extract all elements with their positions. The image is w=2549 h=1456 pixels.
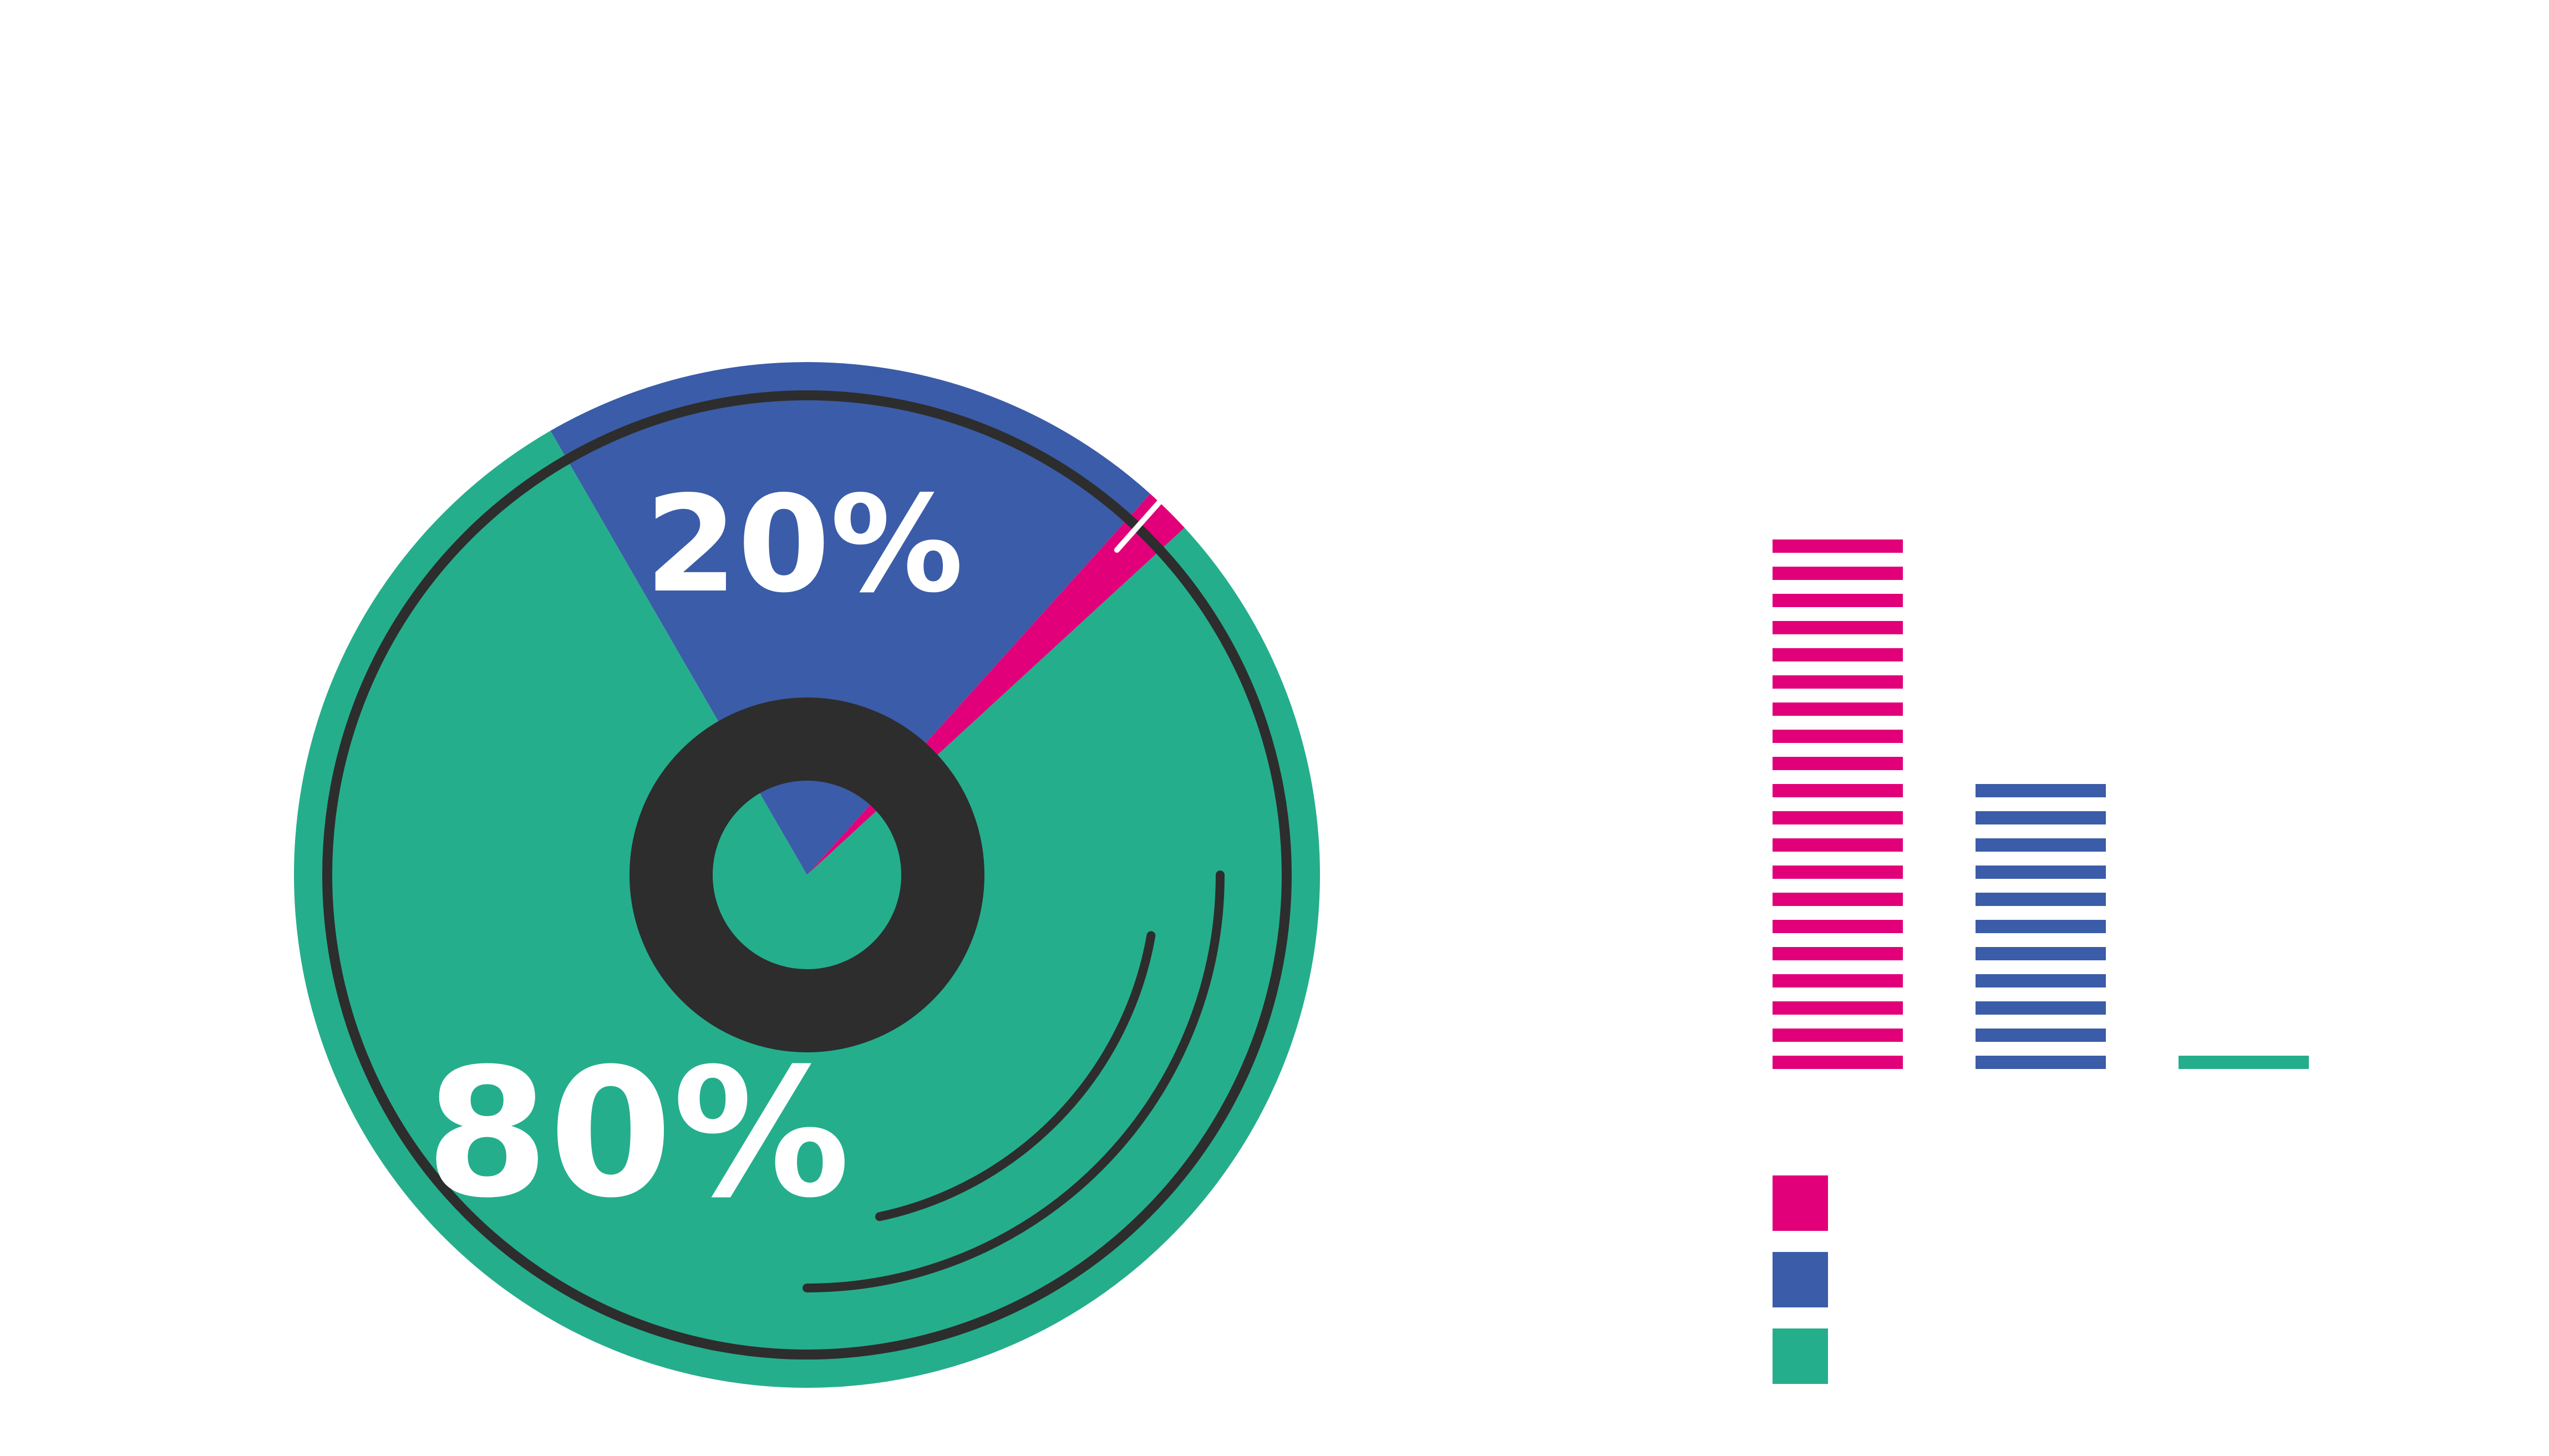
bar-0-stripe — [1773, 1029, 1903, 1042]
bar-2 — [2179, 1056, 2309, 1069]
bar-1-stripe — [1976, 947, 2106, 960]
bar-1-stripe — [1976, 893, 2106, 906]
bar-0-stripe — [1773, 702, 1903, 716]
legend-swatch-2 — [1773, 1328, 1828, 1384]
bar-0-stripe — [1773, 648, 1903, 661]
pie-slice-2 — [294, 430, 1321, 1388]
pie-chart — [294, 362, 1321, 1388]
legend-swatch-1 — [1773, 1252, 1828, 1307]
outer-ring-line — [322, 390, 1292, 1360]
legend — [1773, 1175, 1828, 1384]
bar-0-stripe — [1773, 539, 1903, 553]
bar-0-stripe — [1773, 730, 1903, 743]
pie-label-green: 80% — [425, 1031, 850, 1237]
bar-chart — [1773, 539, 2309, 1069]
donut-ring — [629, 698, 984, 1052]
bar-0 — [1773, 539, 1903, 1069]
bar-0-stripe — [1773, 811, 1903, 824]
bar-1-stripe — [1976, 811, 2106, 824]
bar-0-stripe — [1773, 675, 1903, 689]
bar-1-stripe — [1976, 838, 2106, 852]
bar-0-stripe — [1773, 621, 1903, 634]
bar-0-stripe — [1773, 920, 1903, 933]
slice-tick-marker — [1114, 497, 1164, 553]
bar-0-stripe — [1773, 594, 1903, 607]
bar-0-stripe — [1773, 866, 1903, 879]
bar-1-stripe — [1976, 974, 2106, 987]
bar-0-stripe — [1773, 974, 1903, 987]
bar-0-stripe — [1773, 567, 1903, 580]
decor-arc-inner — [875, 931, 1156, 1221]
bar-2-stripe — [2179, 1056, 2309, 1069]
bar-0-stripe — [1773, 838, 1903, 852]
pie-label-blue: 20% — [645, 467, 963, 622]
bar-0-stripe — [1773, 757, 1903, 770]
bar-0-stripe — [1773, 893, 1903, 906]
bar-1-stripe — [1976, 1029, 2106, 1042]
bar-0-stripe — [1773, 1001, 1903, 1015]
bar-1-stripe — [1976, 784, 2106, 797]
pie-slice-0 — [550, 362, 1150, 875]
decor-arc-outer — [803, 870, 1225, 1292]
bar-1-stripe — [1976, 866, 2106, 879]
bar-0-stripe — [1773, 1056, 1903, 1069]
bar-1-stripe — [1976, 920, 2106, 933]
bar-0-stripe — [1773, 784, 1903, 797]
legend-swatch-0 — [1773, 1175, 1828, 1231]
bar-0-stripe — [1773, 947, 1903, 960]
bar-1-stripe — [1976, 1056, 2106, 1069]
bar-1-stripe — [1976, 1001, 2106, 1015]
bar-1 — [1976, 784, 2106, 1069]
